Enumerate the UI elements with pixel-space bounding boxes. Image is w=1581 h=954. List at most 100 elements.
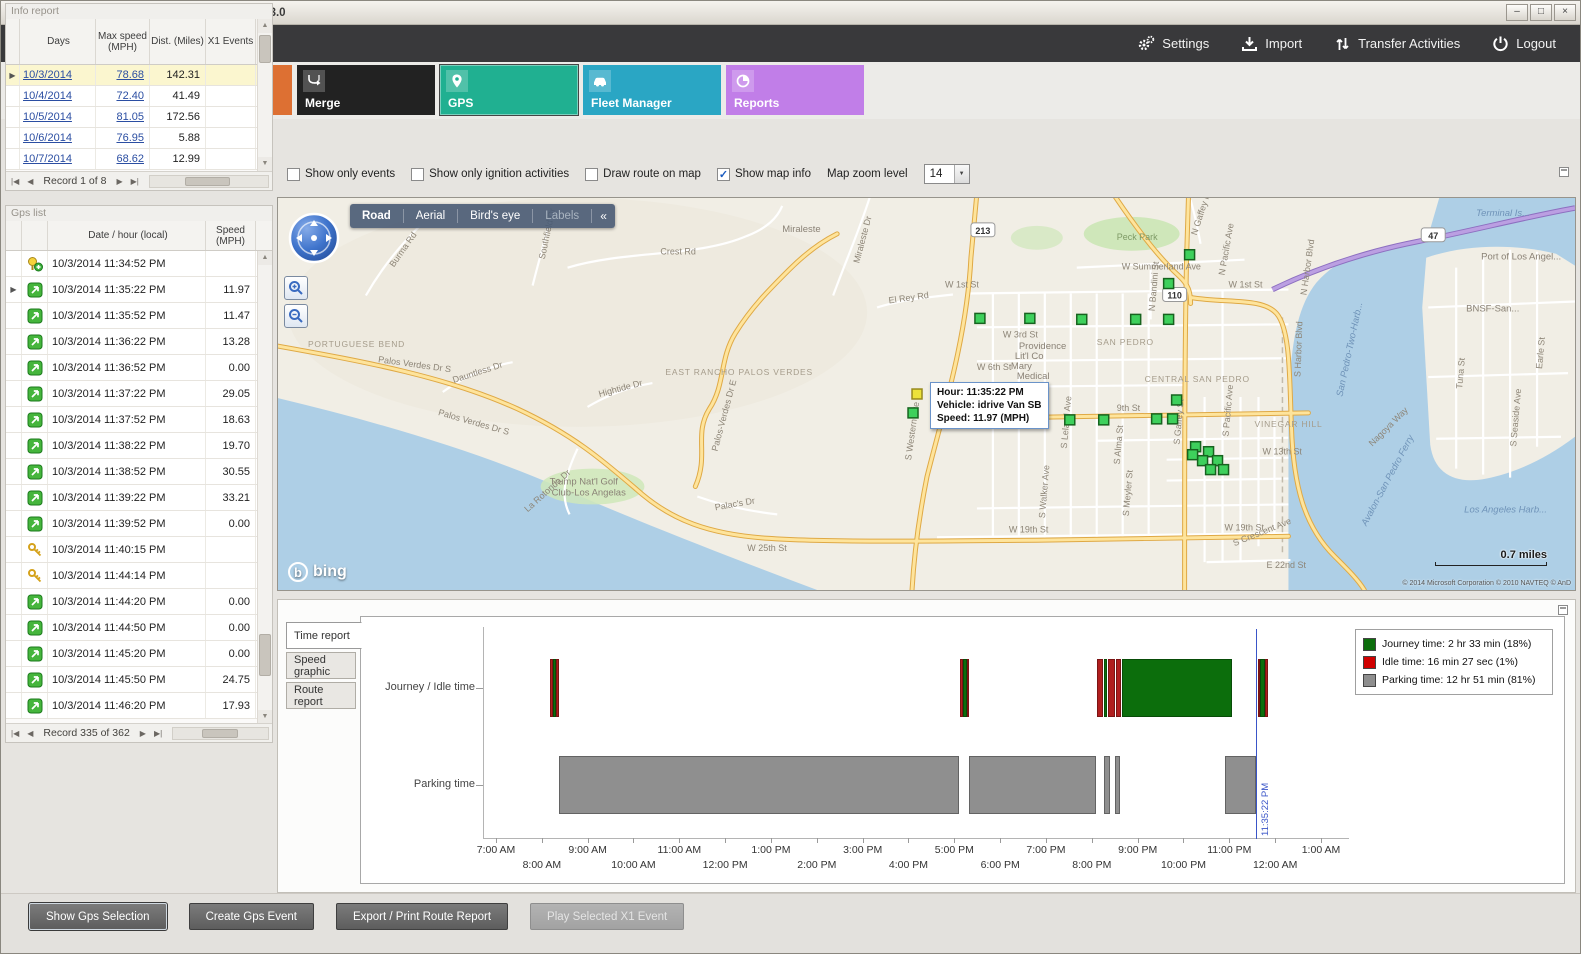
show-gps-selection-button[interactable]: Show Gps Selection <box>28 902 168 931</box>
map[interactable]: 213 110 47 Miraleste Peck Park W Summerland … <box>277 197 1576 591</box>
gps-row[interactable]: 10/3/2014 11:45:20 PM 0.00 <box>6 641 272 667</box>
table-row[interactable]: 10/7/2014 68.62 12.99 <box>6 149 272 170</box>
gps-list-scrollbar[interactable]: ▲ ▼ <box>257 251 272 724</box>
gps-marker[interactable] <box>907 407 919 419</box>
gps-row[interactable]: 10/3/2014 11:39:52 PM 0.00 <box>6 511 272 537</box>
checkbox-box[interactable] <box>585 167 599 181</box>
map-view-road[interactable]: Road <box>362 210 391 222</box>
map-bar-collapse-button[interactable]: « <box>600 209 607 223</box>
tab-gps[interactable]: GPS <box>439 64 579 116</box>
tab-fleet-manager[interactable]: Fleet Manager <box>583 65 721 115</box>
table-row[interactable]: ▶ 10/3/2014 78.68 142.31 <box>6 65 272 86</box>
max-speed-link[interactable]: 72.40 <box>116 90 144 102</box>
tab-speed-graphic[interactable]: Speed graphic <box>286 652 356 679</box>
gps-marker[interactable] <box>1150 413 1163 425</box>
gps-marker[interactable] <box>1166 413 1179 425</box>
gps-row[interactable]: 10/3/2014 11:35:52 PM 11.47 <box>6 303 272 329</box>
scrollbar-thumb[interactable] <box>259 634 271 676</box>
map-view-labels[interactable]: Labels <box>545 210 580 222</box>
export-print-route-report-button[interactable]: Export / Print Route Report <box>335 903 509 930</box>
gps-row[interactable]: 10/3/2014 11:36:52 PM 0.00 <box>6 355 272 381</box>
gps-row[interactable]: 10/3/2014 11:37:22 PM 29.05 <box>6 381 272 407</box>
gps-marker[interactable] <box>1076 313 1088 326</box>
horizontal-scrollbar[interactable] <box>172 726 269 740</box>
collapse-map-panel-icon[interactable] <box>1559 167 1569 177</box>
scroll-down-icon[interactable]: ▼ <box>258 710 272 724</box>
max-speed-link[interactable]: 68.62 <box>116 153 144 165</box>
max-speed-link[interactable]: 78.68 <box>116 69 144 81</box>
checkbox-box[interactable] <box>287 167 300 181</box>
gps-marker[interactable] <box>1202 445 1215 458</box>
gps-marker[interactable] <box>1024 312 1036 325</box>
map-compass-control[interactable] <box>288 212 340 264</box>
gps-marker[interactable] <box>1064 414 1076 426</box>
gps-row[interactable]: 10/3/2014 11:34:52 PM <box>6 251 272 277</box>
checkbox-draw-route-on-map[interactable]: Draw route on map <box>585 167 701 181</box>
logout-button[interactable]: Logout <box>1492 35 1556 52</box>
column-header[interactable]: X1 Events <box>206 19 256 64</box>
settings-button[interactable]: Settings <box>1137 35 1209 52</box>
column-header[interactable]: Date / hour (local) <box>48 221 206 250</box>
info-report-scrollbar[interactable]: ▲ ▼ <box>257 19 272 171</box>
last-record-button[interactable]: ▶| <box>130 176 139 186</box>
gps-row[interactable]: 10/3/2014 11:36:22 PM 13.28 <box>6 329 272 355</box>
prev-record-button[interactable]: ◀ <box>27 728 34 738</box>
collapse-chart-panel-icon[interactable] <box>1558 605 1568 615</box>
gps-row[interactable]: ▶ 10/3/2014 11:35:22 PM 11.97 <box>6 277 272 303</box>
create-gps-event-button[interactable]: Create Gps Event <box>188 903 314 930</box>
scrollbar-thumb[interactable] <box>185 176 231 186</box>
map-zoom-out-button[interactable] <box>284 304 308 328</box>
max-speed-link[interactable]: 81.05 <box>116 111 144 123</box>
minimize-button[interactable]: – <box>1506 4 1528 21</box>
gps-marker[interactable] <box>1162 313 1175 326</box>
time-cursor-line[interactable] <box>1256 629 1258 839</box>
next-record-button[interactable]: ▶ <box>139 728 146 738</box>
gps-marker[interactable] <box>1097 414 1110 426</box>
gps-marker[interactable] <box>1129 313 1142 326</box>
horizontal-scrollbar[interactable] <box>148 174 269 188</box>
table-row[interactable]: 10/4/2014 72.40 41.49 <box>6 86 272 107</box>
gps-marker[interactable] <box>1186 448 1199 461</box>
maximize-button[interactable]: □ <box>1530 4 1552 21</box>
gps-row[interactable]: 10/3/2014 11:39:22 PM 33.21 <box>6 485 272 511</box>
prev-record-button[interactable]: ◀ <box>27 176 34 186</box>
first-record-button[interactable]: |◀ <box>11 176 20 186</box>
max-speed-link[interactable]: 76.95 <box>116 132 144 144</box>
gps-row[interactable]: 10/3/2014 11:38:52 PM 30.55 <box>6 459 272 485</box>
first-record-button[interactable]: |◀ <box>11 728 20 738</box>
map-canvas[interactable]: 213 110 47 Miraleste Peck Park W Summerland … <box>278 198 1575 590</box>
selected-gps-marker[interactable] <box>911 388 923 400</box>
map-view-bird-s-eye[interactable]: Bird's eye <box>470 210 521 222</box>
gps-marker[interactable] <box>974 312 986 325</box>
day-link[interactable]: 10/6/2014 <box>23 132 72 144</box>
table-row[interactable]: 10/6/2014 76.95 5.88 <box>6 128 272 149</box>
gps-row[interactable]: 10/3/2014 11:40:15 PM <box>6 537 272 563</box>
gps-row[interactable]: 10/3/2014 11:46:20 PM 17.93 <box>6 693 272 719</box>
next-record-button[interactable]: ▶ <box>116 176 123 186</box>
day-link[interactable]: 10/7/2014 <box>23 153 72 165</box>
day-link[interactable]: 10/4/2014 <box>23 90 72 102</box>
gps-row[interactable]: 10/3/2014 11:44:50 PM 0.00 <box>6 615 272 641</box>
tab-route-report[interactable]: Route report <box>286 682 356 709</box>
gps-marker[interactable] <box>1196 454 1209 467</box>
gps-row[interactable]: 10/3/2014 11:45:50 PM 24.75 <box>6 667 272 693</box>
checkbox-show-only-events[interactable]: Show only events <box>287 167 395 181</box>
gps-row[interactable]: 10/3/2014 11:37:52 PM 18.63 <box>6 407 272 433</box>
map-view-aerial[interactable]: Aerial <box>415 210 446 222</box>
transfer-activities-button[interactable]: Transfer Activities <box>1334 36 1460 52</box>
gps-marker[interactable] <box>1204 463 1217 476</box>
gps-marker[interactable] <box>1211 454 1224 467</box>
gps-marker[interactable] <box>1217 463 1230 476</box>
gps-marker[interactable] <box>1170 394 1183 406</box>
tab-reports[interactable]: Reports <box>726 65 864 115</box>
gps-row[interactable]: 10/3/2014 11:44:14 PM <box>6 563 272 589</box>
scrollbar-thumb[interactable] <box>259 35 271 63</box>
column-header[interactable]: Max speed (MPH) <box>96 19 150 64</box>
tab-merge[interactable]: Merge <box>297 65 435 115</box>
column-header[interactable]: Dist. (Miles) <box>150 19 206 64</box>
import-button[interactable]: Import <box>1241 36 1302 52</box>
checkbox-box[interactable]: ✓ <box>716 167 730 181</box>
tab-time-report[interactable]: Time report <box>286 622 362 649</box>
checkbox-show-only-ignition-activities[interactable]: Show only ignition activities <box>411 167 569 181</box>
day-link[interactable]: 10/5/2014 <box>23 111 72 123</box>
